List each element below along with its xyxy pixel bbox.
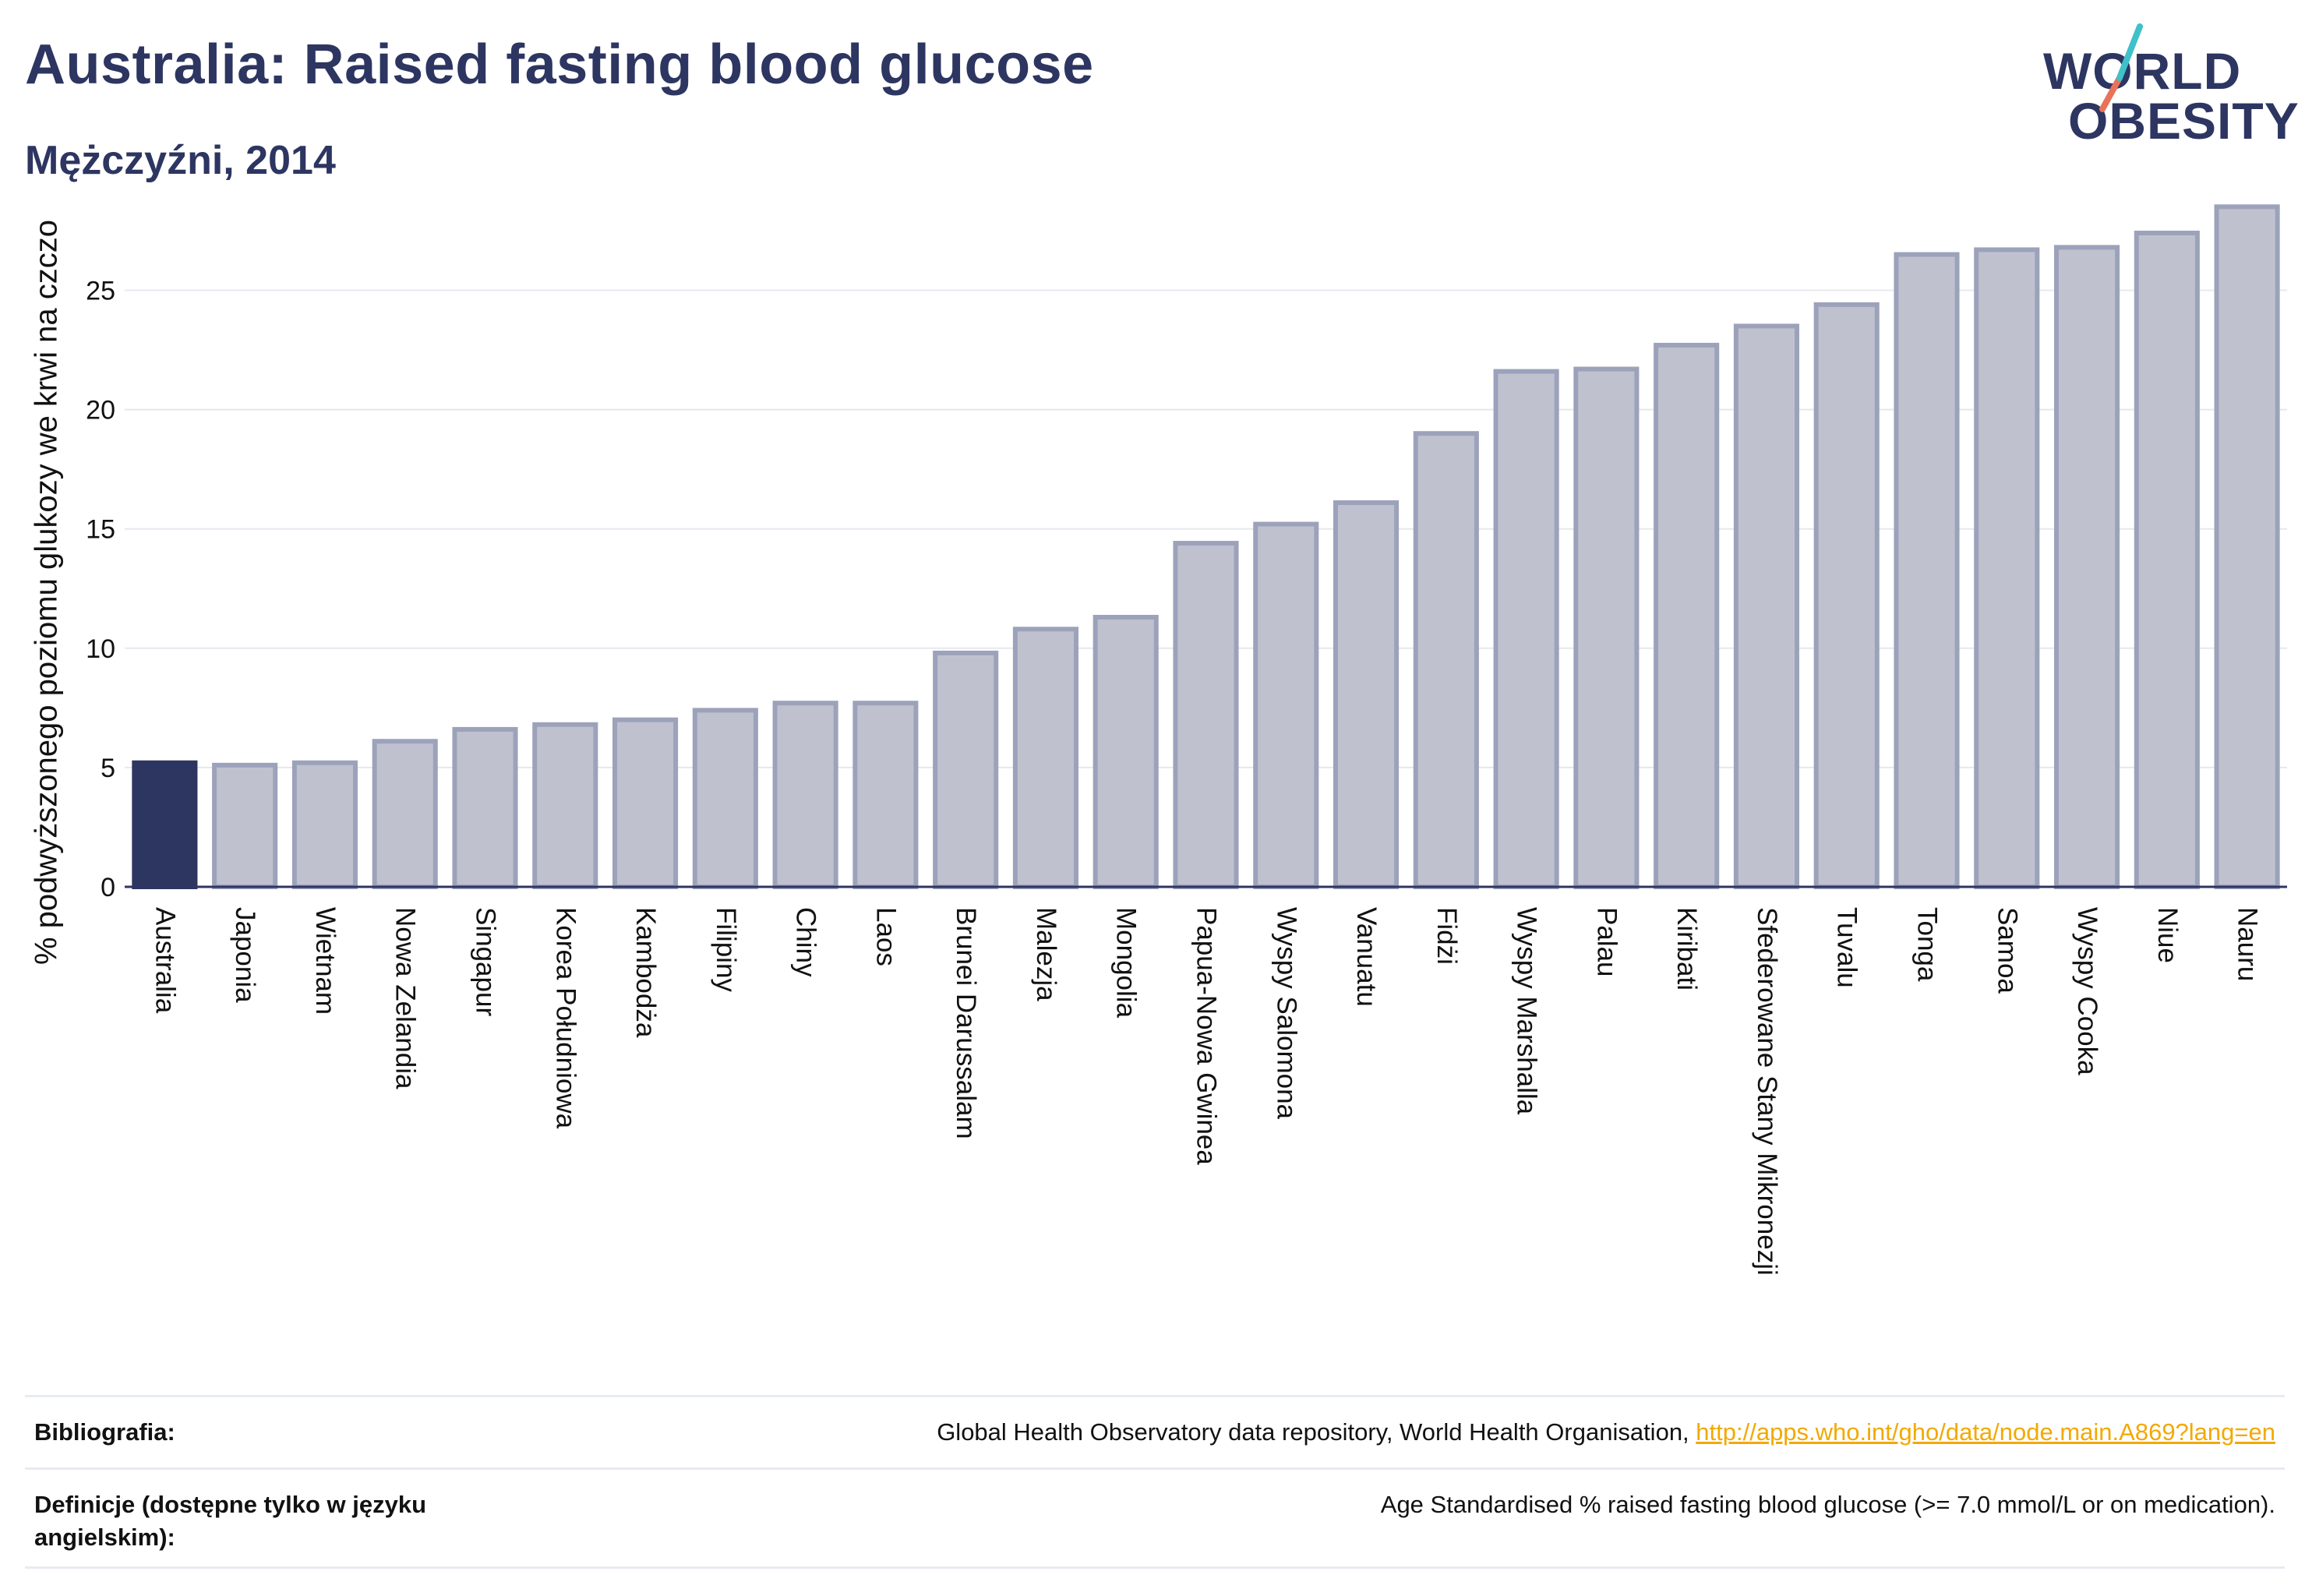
definitions-text: Age Standardised % raised fasting blood … [1380, 1491, 2275, 1518]
x-tick-label: Niue [2152, 907, 2183, 963]
x-tick-label: Nauru [2233, 907, 2263, 981]
y-tick-label: 20 [86, 396, 115, 425]
bar [772, 701, 838, 890]
x-tick-label: Sfederowane Stany Mikronezji [1752, 907, 1782, 1276]
y-tick-label: 0 [101, 873, 115, 902]
world-obesity-logo: WORLD OBESITY [2034, 23, 2299, 164]
bar [1974, 247, 2040, 889]
bar [1573, 366, 1640, 890]
chart-subtitle: Mężczyźni, 2014 [25, 138, 336, 183]
y-tick-label: 10 [86, 634, 115, 664]
x-tick-label: Tuvalu [1832, 907, 1862, 988]
x-tick-label: Brunei Darussalam [951, 907, 981, 1139]
bar [372, 739, 438, 890]
logo-slash-icon [2099, 23, 2143, 112]
x-tick-label: Malezja [1031, 907, 1061, 1001]
bar [933, 650, 999, 889]
logo-line-1: WORLD [2043, 42, 2242, 100]
bar [2054, 245, 2120, 889]
x-tick-label: Chiny [791, 907, 821, 977]
bar [1413, 431, 1479, 889]
bar [1173, 541, 1239, 889]
x-tick-label: Fidżi [1431, 907, 1462, 965]
chart-title: Australia: Raised fasting blood glucose [25, 34, 1094, 96]
x-tick-label: Nowa Zelandia [390, 907, 421, 1089]
bibliography-value: Global Health Observatory data repositor… [937, 1416, 2275, 1449]
x-tick-label: Palau [1591, 907, 1622, 977]
x-tick-label: Kambodża [630, 907, 661, 1038]
x-tick-label: Wietnam [310, 907, 341, 1015]
bar [1733, 323, 1800, 889]
bibliography-text: Global Health Observatory data repositor… [937, 1418, 1696, 1446]
bar [1493, 369, 1559, 890]
bar [692, 708, 758, 890]
bar [2214, 204, 2280, 889]
x-tick-label: Japonia [230, 907, 260, 1003]
bibliography-label: Bibliografia: [34, 1418, 175, 1446]
bar [852, 701, 919, 890]
x-tick-label: Papua-Nowa Gwinea [1191, 907, 1222, 1165]
bibliography-link[interactable]: http://apps.who.int/gho/data/node.main.A… [1696, 1418, 2275, 1446]
y-tick-label: 5 [101, 754, 115, 783]
x-tick-label: Filipiny [711, 907, 741, 992]
bar [612, 717, 679, 889]
bar [452, 726, 518, 889]
bar [1012, 627, 1079, 890]
bar [1253, 521, 1319, 889]
bar [212, 762, 278, 889]
x-tick-label: Samoa [1992, 907, 2022, 994]
definitions-label: Definicje (dostępne tylko w języku angie… [34, 1491, 427, 1551]
x-tick-label: Wyspy Salomona [1271, 907, 1301, 1120]
y-tick-label: 25 [86, 276, 115, 305]
bar-chart: 0 5 10 15 20 25 Australia Japonia Wietnam Nowa Ze… [86, 204, 2287, 1276]
x-tick-label: Wyspy Cooka [2072, 907, 2102, 1075]
x-tick-label: Korea Południowa [550, 907, 581, 1129]
x-tick-label: Wyspy Marshalla [1512, 907, 1542, 1115]
bar [2134, 230, 2200, 889]
y-tick-label: 15 [86, 515, 115, 545]
bar [132, 760, 198, 889]
x-tick-label: Mongolia [1111, 907, 1142, 1019]
definitions-row: Definicje (dostępne tylko w języku angie… [25, 1467, 2285, 1569]
bar [1894, 252, 1960, 890]
x-tick-label: Vanuatu [1351, 907, 1382, 1007]
bar [1813, 302, 1880, 889]
bar [1092, 614, 1159, 889]
bar [291, 760, 358, 889]
bar [532, 722, 598, 889]
bar [1654, 342, 1720, 889]
x-tick-label: Kiribati [1671, 907, 1702, 990]
x-tick-label: Tonga [1912, 907, 1943, 982]
bibliography-row: Bibliografia: Global Health Observatory … [25, 1395, 2285, 1467]
x-tick-label: Australia [150, 907, 180, 1014]
source-footer: Bibliografia: Global Health Observatory … [25, 1395, 2285, 1569]
x-tick-label: Laos [870, 907, 901, 966]
y-axis-title: % podwyższonego poziomu glukozy we krwi … [29, 220, 64, 965]
bar [1333, 500, 1400, 889]
x-tick-label: Singapur [471, 907, 501, 1016]
